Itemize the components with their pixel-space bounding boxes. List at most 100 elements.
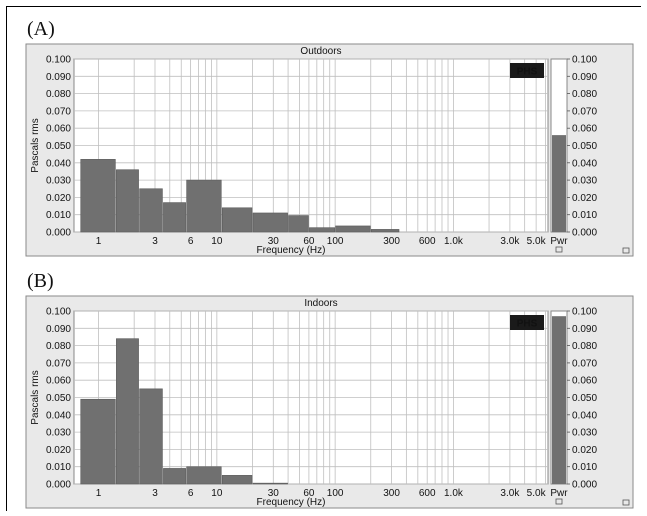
- bar: [80, 398, 116, 485]
- phs-badge-text: PHS: [517, 319, 538, 330]
- resize-handle-icon: [555, 246, 563, 253]
- panel-label: (A): [27, 18, 55, 40]
- x-tick-label: 60: [303, 236, 315, 247]
- x-tick-label: 3: [152, 236, 158, 247]
- resize-handle-icon: [622, 247, 630, 254]
- x-axis-label: Frequency (Hz): [257, 245, 326, 256]
- y-tick-label: 0.050: [46, 393, 71, 404]
- x-tick-label: 10: [211, 236, 223, 247]
- right-y-tick-label: 0.050: [572, 141, 597, 152]
- x-tick-label: 6: [188, 236, 194, 247]
- right-y-tick-label: 0.080: [572, 89, 597, 100]
- right-y-tick-label: 0.050: [572, 393, 597, 404]
- chart-panel-indoors: (B) Indoors 0.000 0.010 0.020 0.030 0.040 0.050…: [25, 270, 634, 509]
- right-y-tick-label: 0.040: [572, 158, 597, 169]
- right-y-tick-label: 0.010: [572, 462, 597, 473]
- right-y-tick-label: 0.100: [572, 307, 597, 318]
- bar: [370, 229, 400, 233]
- figure-frame-left: [6, 6, 7, 511]
- right-y-tick-label: 0.020: [572, 193, 597, 204]
- y-tick-label: 0.100: [46, 307, 71, 318]
- bar: [139, 388, 163, 485]
- x-tick-label: 3: [152, 488, 158, 499]
- x-tick-label: 600: [419, 488, 436, 499]
- x-tick-label: 1: [96, 236, 102, 247]
- right-y-tick-label: 0.080: [572, 341, 597, 352]
- y-tick-label: 0.010: [46, 210, 71, 221]
- x-tick-label: 5.0k: [527, 236, 547, 247]
- right-y-tick-label: 0.030: [572, 176, 597, 187]
- x-tick-label: 3.0k: [500, 488, 520, 499]
- resize-handle-icon: [622, 499, 630, 506]
- y-tick-label: 0.000: [46, 228, 71, 239]
- x-tick-label: 10: [211, 488, 223, 499]
- bar: [186, 466, 222, 485]
- y-tick-label: 0.040: [46, 410, 71, 421]
- x-tick-label: 300: [383, 488, 400, 499]
- bar: [288, 215, 309, 233]
- x-tick-label: 300: [383, 236, 400, 247]
- pwr-label: Pwr: [550, 236, 568, 247]
- pwr-label: Pwr: [550, 488, 568, 499]
- bar: [221, 207, 253, 233]
- phs-badge: [510, 63, 544, 78]
- right-y-tick-label: 0.070: [572, 358, 597, 369]
- right-y-tick-label: 0.060: [572, 376, 597, 387]
- x-tick-label: 1.0k: [444, 488, 464, 499]
- x-tick-label: 5.0k: [527, 488, 547, 499]
- y-tick-label: 0.080: [46, 341, 71, 352]
- right-y-tick-label: 0.090: [572, 72, 597, 83]
- y-tick-label: 0.040: [46, 158, 71, 169]
- pwr-bar: [552, 316, 566, 484]
- right-y-tick-label: 0.040: [572, 410, 597, 421]
- x-tick-label: 1: [96, 488, 102, 499]
- y-tick-label: 0.020: [46, 445, 71, 456]
- x-axis-label: Frequency (Hz): [257, 497, 326, 508]
- chart-title: Outdoors: [300, 46, 341, 57]
- y-tick-label: 0.010: [46, 462, 71, 473]
- x-tick-label: 30: [268, 236, 280, 247]
- y-tick-label: 0.020: [46, 193, 71, 204]
- right-y-tick-label: 0.090: [572, 324, 597, 335]
- x-tick-label: 30: [268, 488, 280, 499]
- y-tick-label: 0.090: [46, 72, 71, 83]
- phs-badge-text: PHS: [517, 67, 538, 78]
- right-y-tick-label: 0.100: [572, 55, 597, 66]
- y-tick-label: 0.080: [46, 89, 71, 100]
- figure-frame-top: [6, 6, 641, 7]
- panel-label: (B): [27, 270, 54, 292]
- y-tick-label: 0.030: [46, 176, 71, 187]
- y-axis-label: Pascals rms: [30, 118, 41, 172]
- resize-handle-icon: [555, 498, 563, 505]
- bar: [309, 227, 335, 233]
- bar: [221, 475, 253, 485]
- phs-badge: [510, 315, 544, 330]
- y-tick-label: 0.000: [46, 480, 71, 491]
- x-tick-label: 600: [419, 236, 436, 247]
- x-tick-label: 100: [327, 488, 344, 499]
- right-y-tick-label: 0.030: [572, 428, 597, 439]
- right-y-tick-label: 0.000: [572, 480, 597, 491]
- right-y-tick-label: 0.000: [572, 228, 597, 239]
- bar: [116, 338, 139, 485]
- bar: [139, 188, 163, 233]
- right-y-tick-label: 0.020: [572, 445, 597, 456]
- bar: [163, 468, 186, 485]
- x-tick-label: 1.0k: [444, 236, 464, 247]
- bar: [163, 202, 186, 233]
- bar: [252, 212, 288, 233]
- bar: [252, 482, 288, 485]
- y-tick-label: 0.060: [46, 124, 71, 135]
- bar: [116, 169, 139, 233]
- y-tick-label: 0.100: [46, 55, 71, 66]
- y-tick-label: 0.070: [46, 106, 71, 117]
- chart-title: Indoors: [304, 298, 337, 309]
- bar: [186, 179, 222, 233]
- y-axis-label: Pascals rms: [30, 370, 41, 424]
- y-tick-label: 0.090: [46, 324, 71, 335]
- chart-panel-outdoors: (A) Outdoors 0.000 0.010 0.020 0.030 0.040 0.05…: [25, 18, 634, 257]
- right-y-tick-label: 0.070: [572, 106, 597, 117]
- bar: [335, 225, 371, 233]
- x-tick-label: 6: [188, 488, 194, 499]
